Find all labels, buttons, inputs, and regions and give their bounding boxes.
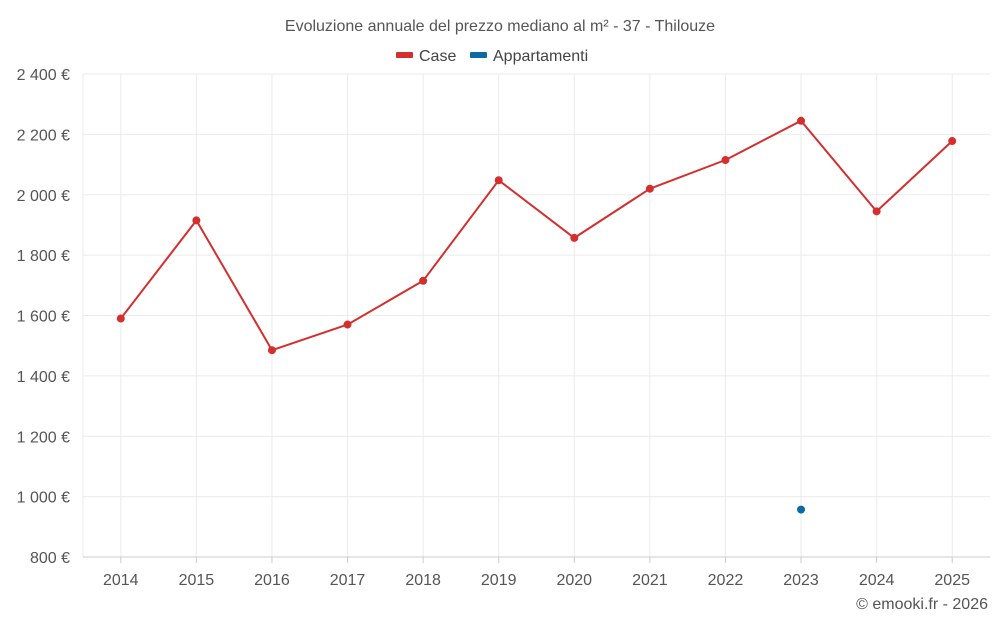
y-tick-label: 1 400 € (17, 369, 70, 386)
data-point-case-2017[interactable] (343, 320, 352, 329)
y-tick-label: 800 € (30, 550, 70, 567)
y-tick-label: 1 600 € (17, 309, 70, 326)
data-point-case-2018[interactable] (419, 276, 428, 285)
x-tick-label: 2023 (783, 572, 819, 589)
x-tick-label: 2016 (254, 572, 290, 589)
x-tick-label: 2014 (103, 572, 139, 589)
y-tick-label: 2 400 € (17, 67, 70, 84)
y-tick-label: 1 800 € (17, 248, 70, 265)
data-point-case-2019[interactable] (494, 176, 503, 185)
chart-credit: © emooki.fr - 2026 (856, 596, 988, 613)
x-tick-label: 2020 (556, 572, 592, 589)
series-line-case (120, 119, 953, 352)
y-tick-label: 1 000 € (17, 490, 70, 507)
data-point-case-2025[interactable] (948, 137, 957, 146)
chart-axes: 800 € 1 000 € 1 200 € 1 400 € 1 600 € 1 800 €… (17, 67, 990, 589)
x-tick-label: 2018 (405, 572, 441, 589)
y-tick-label: 1 200 € (17, 429, 70, 446)
legend-swatch-appartamenti (470, 52, 487, 58)
chart-title: Evoluzione annuale del prezzo mediano al… (285, 18, 715, 35)
data-point-case-2023[interactable] (797, 116, 806, 125)
y-tick-label: 2 200 € (17, 127, 70, 144)
data-point-case-2014[interactable] (116, 314, 125, 323)
chart-grid (82, 73, 990, 557)
legend-label-appartamenti[interactable]: Appartamenti (493, 48, 588, 65)
data-point-appartamenti-2023[interactable] (797, 505, 806, 514)
chart-series (116, 116, 957, 514)
data-point-case-2015[interactable] (192, 216, 201, 225)
data-point-case-2024[interactable] (872, 207, 881, 216)
x-tick-label: 2024 (859, 572, 895, 589)
x-tick-label: 2022 (708, 572, 744, 589)
x-tick-label: 2015 (179, 572, 215, 589)
data-point-case-2020[interactable] (570, 233, 579, 242)
x-tick-label: 2017 (330, 572, 366, 589)
data-point-case-2016[interactable] (267, 346, 276, 355)
data-point-case-2021[interactable] (645, 184, 654, 193)
y-tick-label: 2 000 € (17, 188, 70, 205)
legend-swatch-case (396, 52, 413, 58)
x-tick-label: 2019 (481, 572, 517, 589)
x-tick-label: 2021 (632, 572, 668, 589)
chart-legend: Case Appartamenti (396, 48, 588, 65)
x-tick-label: 2025 (934, 572, 970, 589)
data-point-case-2022[interactable] (721, 156, 730, 165)
legend-label-case[interactable]: Case (419, 48, 456, 65)
